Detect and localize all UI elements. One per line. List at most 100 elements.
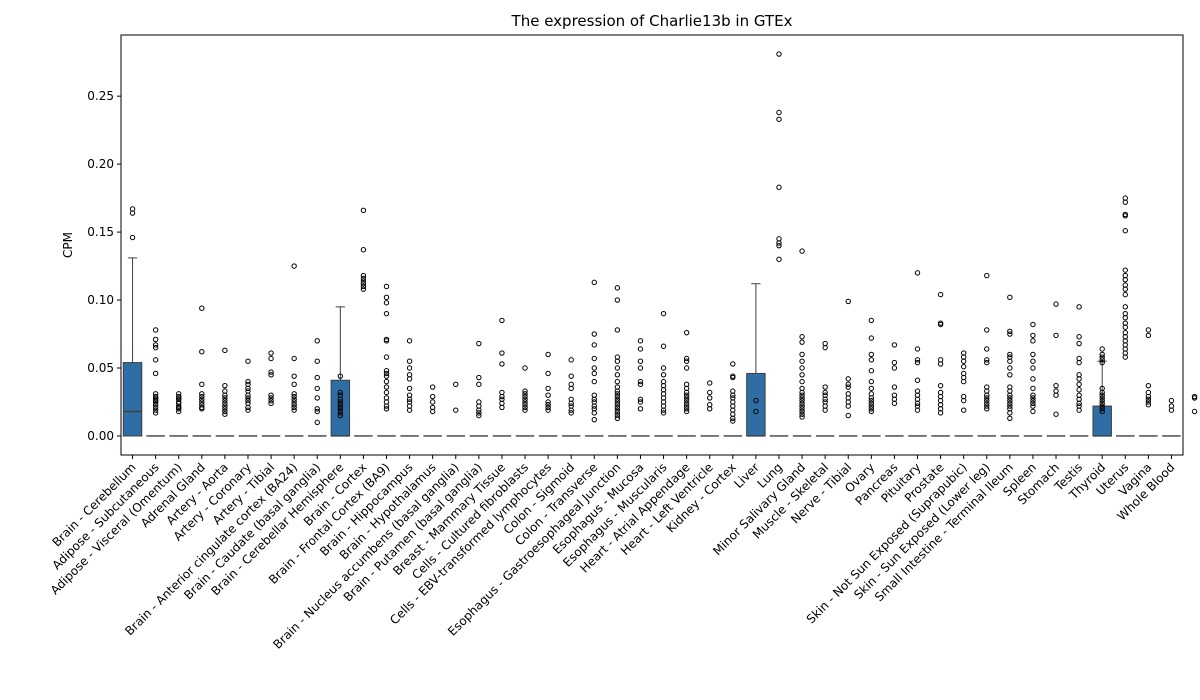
outlier-point: [960, 363, 967, 370]
outlier-point: [799, 406, 805, 412]
outlier-point: [660, 365, 667, 371]
outlier-point: [914, 377, 921, 383]
outlier-point: [545, 404, 551, 411]
outlier-point: [776, 116, 782, 122]
outlier-point: [1099, 403, 1105, 409]
outlier-point: [522, 365, 528, 371]
outlier-point: [776, 109, 782, 116]
outlier-point: [868, 317, 875, 324]
outlier-point: [522, 388, 528, 394]
outlier-point: [799, 395, 805, 401]
outlier-point: [522, 399, 528, 405]
outlier-point: [360, 283, 367, 290]
outlier-point: [152, 327, 159, 333]
outlier-point: [337, 373, 344, 379]
outlier-point: [730, 392, 736, 398]
outlier-point: [868, 351, 875, 358]
outlier-point: [222, 406, 228, 412]
box-group: [330, 306, 351, 437]
outlier-point: [614, 391, 621, 397]
outlier-point: [868, 357, 875, 363]
outlier-point: [960, 397, 967, 404]
outlier-point: [868, 397, 875, 404]
outlier-point: [1007, 331, 1013, 337]
outlier-point: [614, 396, 621, 402]
outlier-point: [199, 391, 205, 397]
outlier-point: [1076, 376, 1082, 382]
outlier-point: [222, 408, 228, 415]
outlier-point: [891, 384, 898, 390]
outlier-point: [337, 412, 344, 419]
outlier-point: [660, 407, 667, 413]
outlier-point: [1007, 397, 1013, 404]
outlier-point: [314, 408, 320, 415]
outlier-point: [152, 370, 159, 377]
outlier-point: [822, 384, 828, 390]
outlier-point: [683, 358, 690, 364]
outlier-point: [1122, 276, 1128, 283]
outlier-point: [1053, 301, 1059, 307]
outlier-point: [868, 395, 875, 401]
outlier-point: [937, 361, 944, 367]
outlier-point: [1030, 400, 1036, 407]
outlier-point: [360, 247, 367, 253]
outlier-point: [868, 378, 875, 385]
outlier-point: [176, 408, 182, 415]
outlier-point: [1076, 359, 1082, 366]
outlier-point: [268, 355, 274, 362]
outlier-point: [545, 399, 551, 405]
outlier-point: [1145, 393, 1152, 400]
outlier-point: [383, 283, 390, 290]
outlier-point: [406, 338, 413, 344]
outlier-point: [568, 410, 574, 416]
outlier-point: [1030, 397, 1036, 404]
y-tick-label: 0.10: [87, 293, 114, 307]
outlier-point: [730, 415, 736, 422]
outlier-point: [683, 329, 690, 336]
outlier-point: [1099, 395, 1105, 401]
outlier-point: [822, 389, 828, 396]
outlier-point: [522, 396, 528, 402]
outlier-point: [1007, 400, 1013, 407]
outlier-point: [614, 393, 621, 400]
outlier-point: [429, 384, 436, 390]
outlier-point: [637, 346, 644, 352]
outlier-point: [152, 342, 159, 348]
outlier-point: [660, 372, 667, 378]
outlier-point: [937, 410, 944, 416]
outlier-point: [152, 399, 159, 405]
outlier-point: [1099, 400, 1105, 407]
outlier-point: [314, 406, 320, 412]
outlier-point: [1099, 392, 1105, 398]
outlier-point: [152, 344, 159, 351]
outlier-point: [683, 408, 690, 415]
outlier-point: [845, 298, 851, 305]
outlier-point: [222, 411, 228, 417]
outlier-point: [245, 395, 251, 401]
outlier-point: [984, 397, 990, 404]
outlier-point: [591, 355, 597, 362]
outlier-point: [568, 357, 574, 363]
outlier-point: [1122, 291, 1128, 298]
outlier-point: [199, 381, 205, 388]
outlier-point: [614, 285, 621, 291]
outlier-point: [1007, 358, 1013, 364]
outlier-point: [937, 321, 944, 328]
outlier-point: [383, 389, 390, 396]
outlier-point: [291, 393, 297, 400]
outlier-point: [960, 407, 967, 413]
outlier-point: [822, 344, 828, 351]
outlier-point: [614, 327, 621, 333]
outlier-point: [314, 385, 320, 392]
outlier-point: [222, 382, 228, 389]
outlier-point: [591, 331, 597, 337]
outlier-point: [799, 414, 805, 420]
outlier-point: [406, 385, 413, 392]
outlier-point: [1053, 332, 1059, 339]
y-tick-label: 0.20: [87, 157, 114, 171]
outlier-point: [960, 358, 967, 364]
outlier-point: [637, 365, 644, 371]
outlier-point: [383, 300, 390, 306]
outlier-point: [984, 327, 990, 333]
outlier-point: [1076, 340, 1082, 347]
